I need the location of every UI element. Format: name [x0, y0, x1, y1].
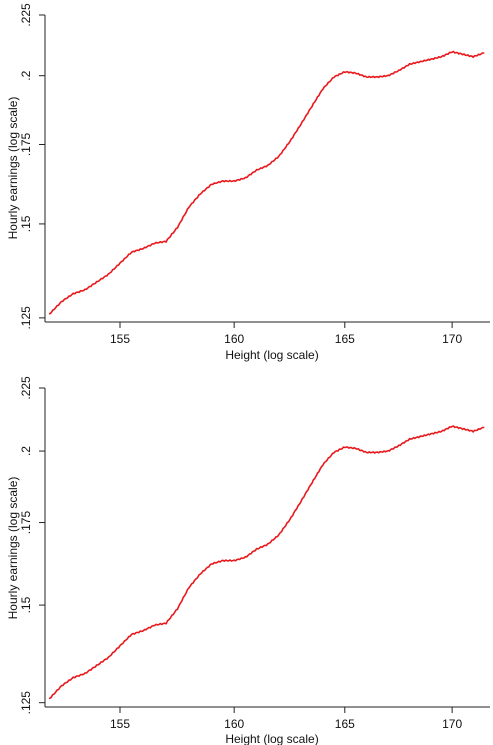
x-tick-label: 165	[335, 332, 355, 346]
x-axis-ticks	[119, 707, 453, 713]
x-tick-labels: 155 160 165 170	[110, 332, 462, 346]
y-tick-label: .225	[19, 376, 33, 400]
x-axis-title: Height (log scale)	[225, 732, 318, 745]
earnings-series-line	[48, 50, 485, 315]
y-tick-labels: .125 .15 .175 .2 .225	[19, 3, 33, 330]
y-tick-label: .175	[19, 511, 33, 535]
chart-bottom: .125 .15 .175 .2 .225 155 160 165 170 He…	[6, 376, 490, 745]
y-axis-title: Hourly earnings (log scale)	[6, 97, 20, 240]
y-axis-title: Hourly earnings (log scale)	[6, 477, 20, 620]
x-tick-label: 165	[335, 717, 355, 731]
x-tick-label: 155	[110, 717, 130, 731]
x-tick-label: 160	[224, 717, 244, 731]
x-tick-label: 160	[224, 332, 244, 346]
x-tick-label: 170	[442, 332, 462, 346]
x-tick-label: 170	[442, 717, 462, 731]
y-tick-label: .125	[19, 306, 33, 330]
earnings-series-line	[48, 425, 485, 700]
y-tick-label: .225	[19, 3, 33, 27]
chart-top: .125 .15 .175 .2 .225 155 160 165 170 He…	[6, 3, 490, 362]
y-tick-label: .125	[19, 691, 33, 715]
x-tick-labels: 155 160 165 170	[110, 717, 462, 731]
y-tick-label: .175	[19, 132, 33, 156]
y-tick-label: .15	[19, 596, 33, 613]
y-tick-label: .15	[19, 215, 33, 232]
y-axis-ticks	[39, 387, 45, 704]
y-axis-ticks	[39, 14, 45, 319]
x-axis-title: Height (log scale)	[225, 348, 318, 362]
y-tick-label: .2	[19, 70, 33, 80]
y-tick-label: .2	[19, 446, 33, 456]
x-axis-ticks	[119, 322, 453, 328]
y-tick-labels: .125 .15 .175 .2 .225	[19, 376, 33, 714]
x-tick-label: 155	[110, 332, 130, 346]
